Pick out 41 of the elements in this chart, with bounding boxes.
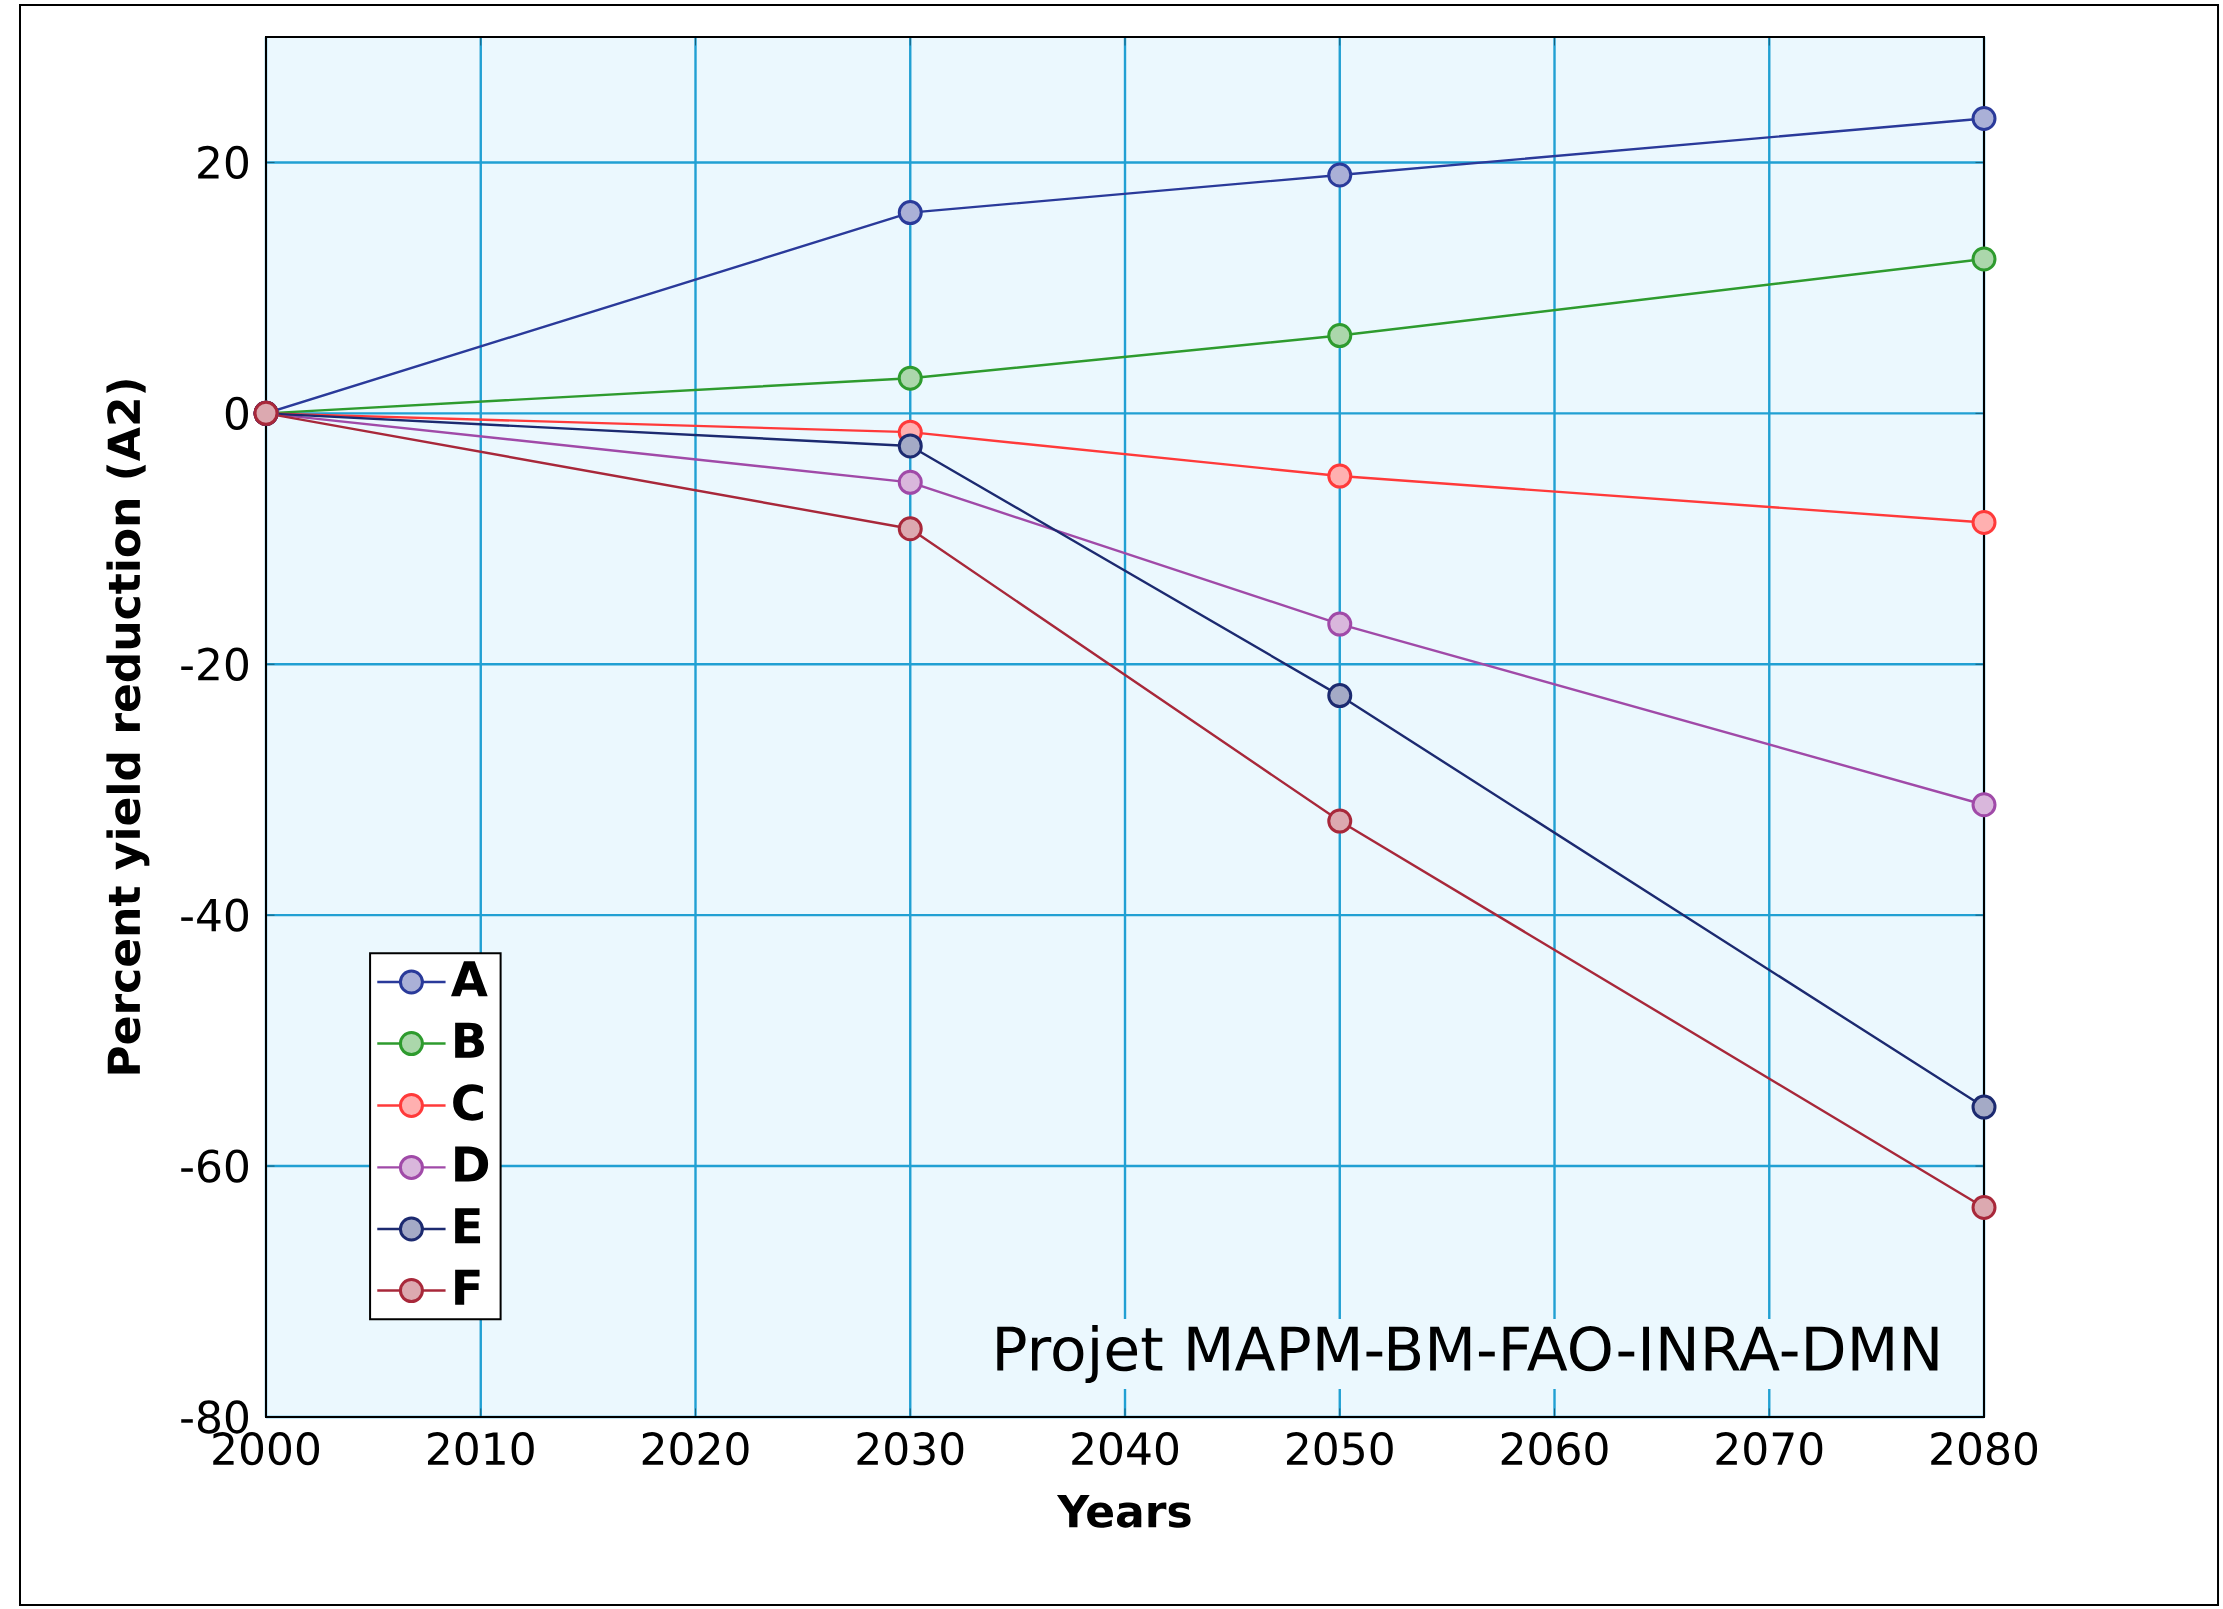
point: [897, 365, 923, 391]
legend-label: C: [453, 1084, 483, 1121]
legend-label: E: [455, 1208, 481, 1244]
point: [1971, 1094, 1997, 1120]
x-tick-label: 2030: [857, 1432, 964, 1466]
point: [1971, 509, 1997, 535]
x-tick-label: 2060: [1501, 1432, 1608, 1466]
x-tick-label: 2080: [1931, 1432, 2038, 1466]
x-tick-label: 2070: [1716, 1432, 1823, 1466]
point: [897, 200, 923, 226]
y-axis-title: Percent yield reduction (A2): [106, 380, 150, 1074]
point: [897, 469, 923, 495]
point: [1971, 106, 1997, 132]
point: [1971, 246, 1997, 272]
x-tick-label: 2040: [1072, 1432, 1179, 1466]
point: [1327, 611, 1353, 637]
y-tick-label: -20: [181, 647, 248, 681]
point: [897, 433, 923, 459]
y-tick-label: -60: [181, 1149, 248, 1183]
point: [1327, 162, 1353, 188]
legend-label: D: [455, 1146, 489, 1182]
point: [1327, 683, 1353, 709]
x-tick-label: 2050: [1287, 1432, 1393, 1466]
point: [1971, 792, 1997, 818]
x-axis-title: Years: [1056, 1495, 1191, 1528]
y-tick-label: 0: [225, 396, 249, 430]
y-tick-label: -80: [181, 1400, 248, 1434]
x-tick-label: 2020: [642, 1432, 749, 1466]
y-tick-label: 20: [198, 145, 248, 180]
point: [1327, 323, 1353, 349]
annotation: Projet MAPM-BM-FAO-INRA-DMN: [997, 1324, 1938, 1383]
point: [1971, 1194, 1997, 1220]
legend-label: A: [450, 961, 488, 997]
legend-label: B: [455, 1022, 484, 1058]
legend-label: F: [455, 1269, 480, 1305]
y-tick-label: -40: [181, 898, 248, 932]
x-tick-label: 2000: [213, 1432, 320, 1466]
point: [1327, 463, 1353, 489]
point: [1327, 808, 1353, 834]
point: [897, 516, 923, 542]
x-tick-label: 2010: [428, 1432, 534, 1466]
